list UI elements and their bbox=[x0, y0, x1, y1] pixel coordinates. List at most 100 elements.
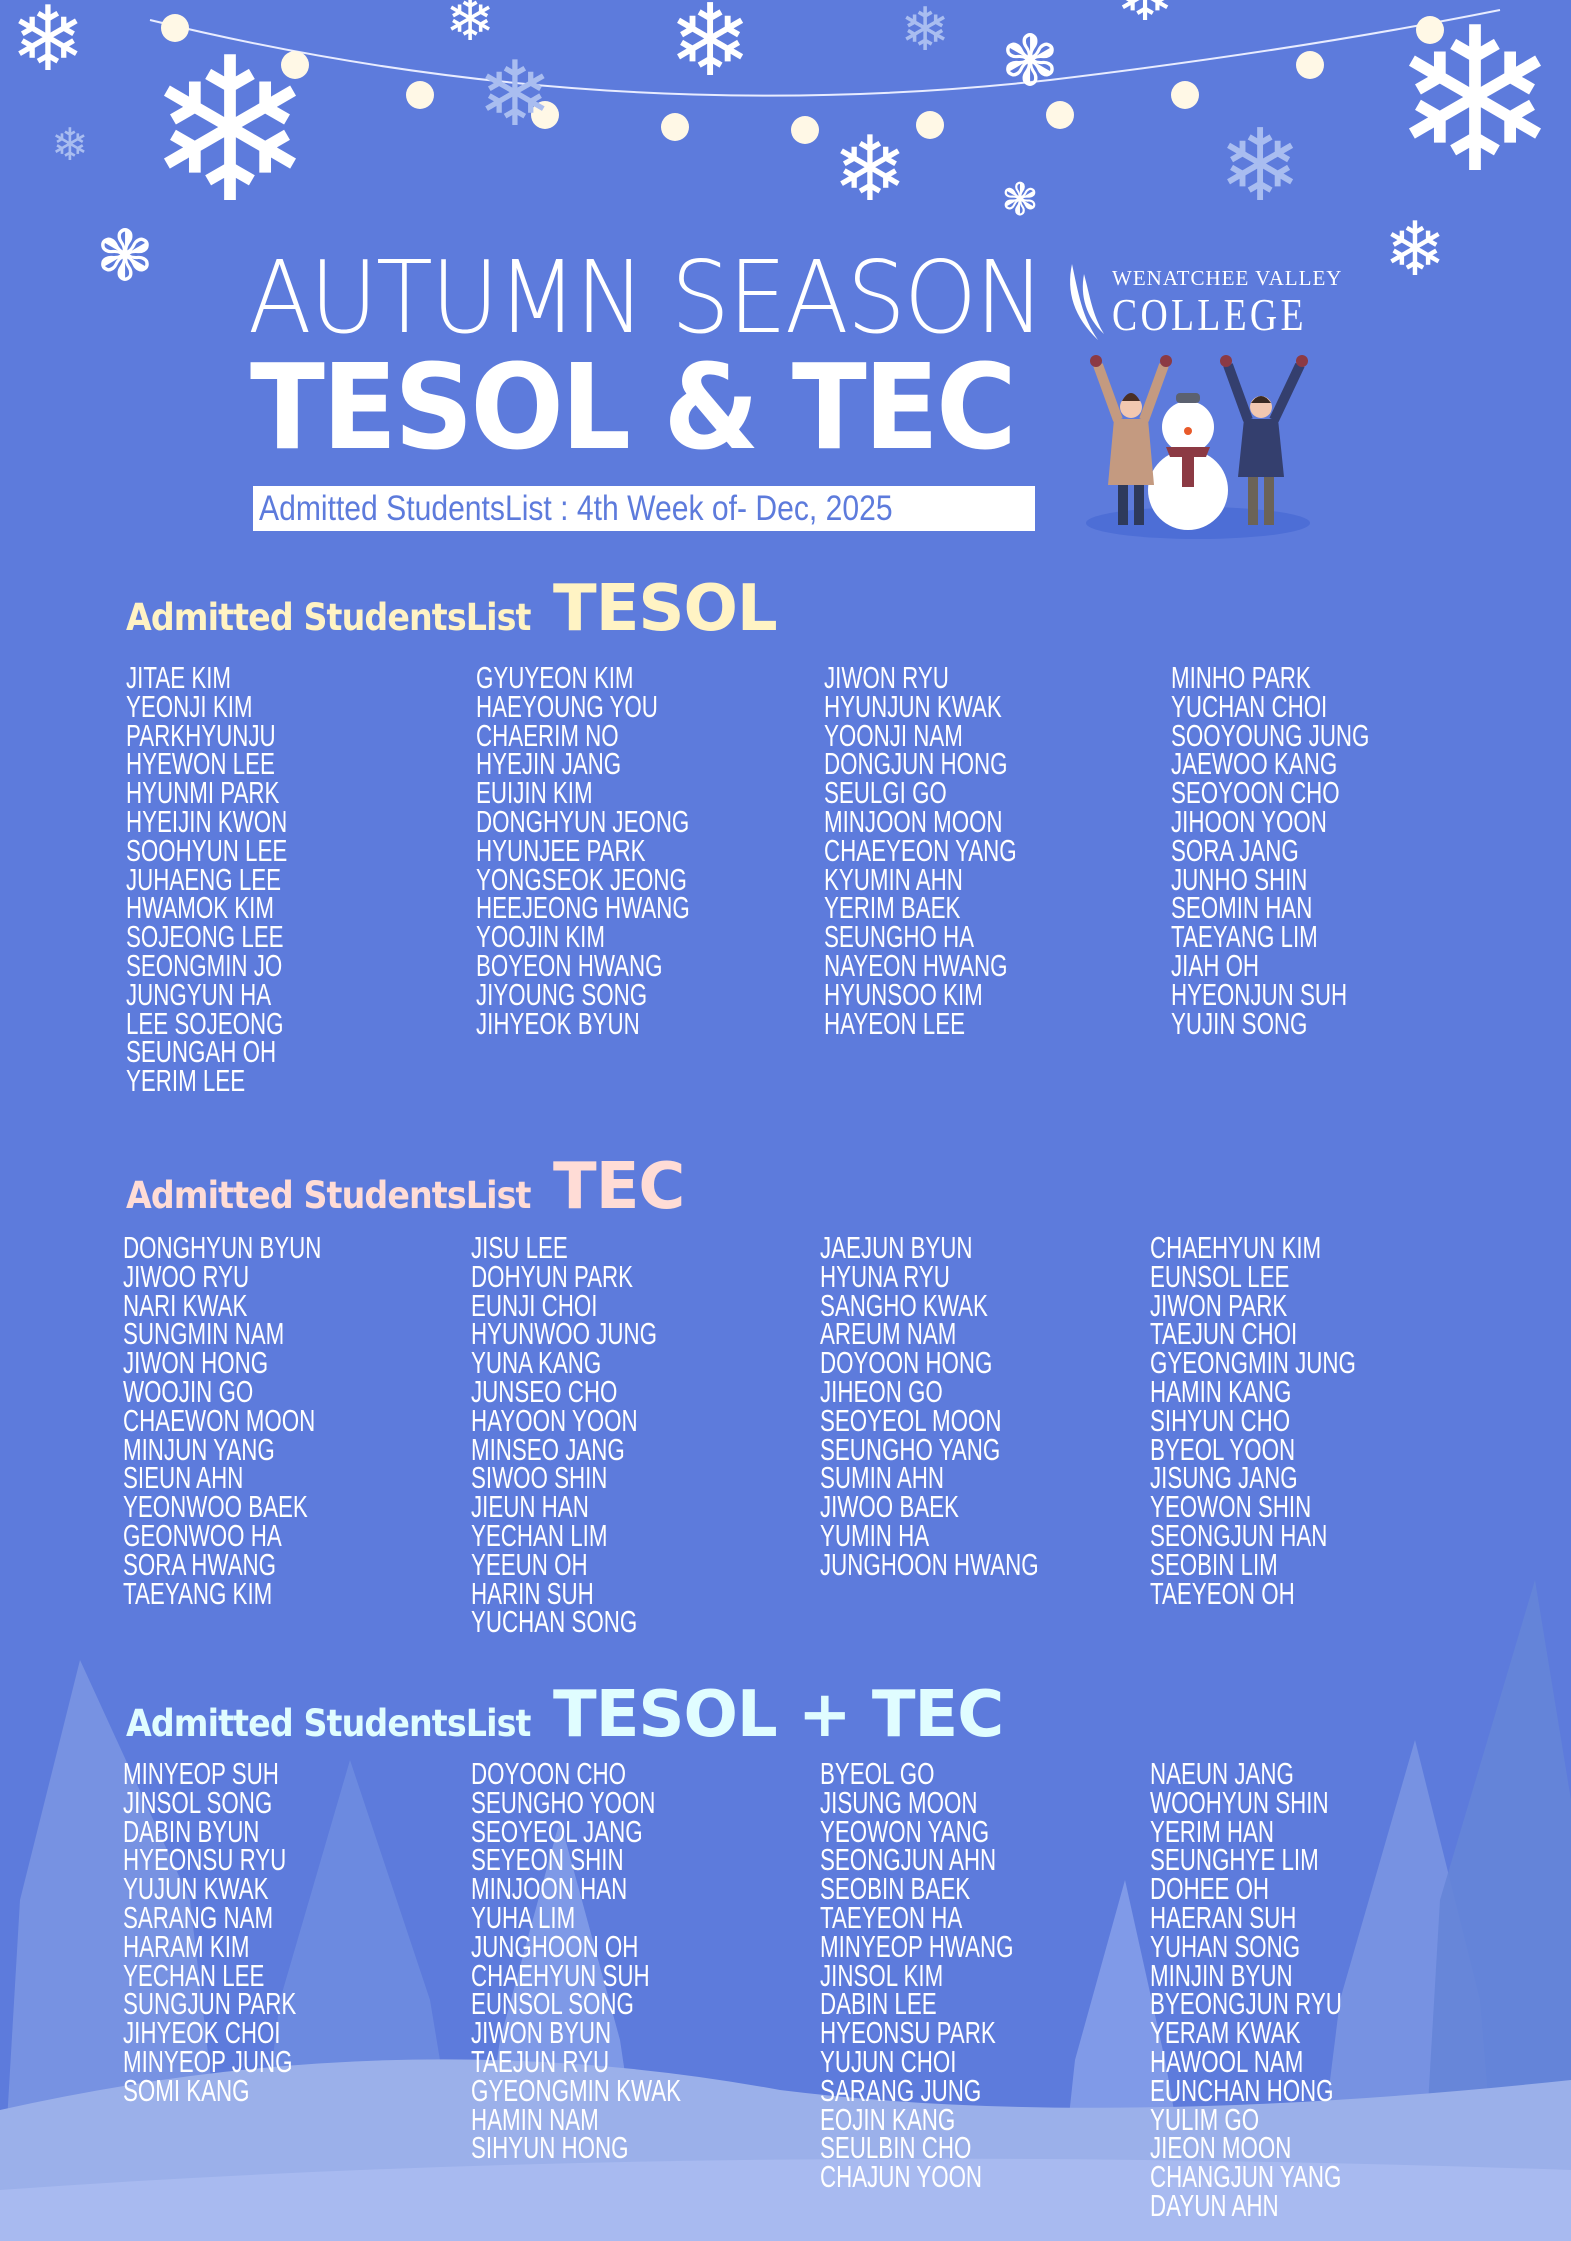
student-name: SEUNGHO HA bbox=[824, 919, 975, 955]
student-name: YECHAN LIM bbox=[471, 1517, 608, 1553]
student-name: YEOWON YANG bbox=[820, 1813, 990, 1849]
student-name: DOHYUN PARK bbox=[471, 1258, 634, 1294]
student-name: SARANG NAM bbox=[123, 1899, 274, 1935]
student-name: SOMI KANG bbox=[123, 2072, 250, 2108]
student-name: DONGHYUN BYUN bbox=[123, 1230, 322, 1265]
section-label: Admitted StudentsList bbox=[126, 1174, 531, 1217]
logo-flame-icon bbox=[1070, 264, 1104, 340]
student-name: SORA HWANG bbox=[123, 1546, 276, 1582]
student-name: JIWOO RYU bbox=[123, 1258, 250, 1294]
student-name: JIEUN HAN bbox=[471, 1489, 589, 1525]
student-name: JUNSEO CHO bbox=[471, 1373, 618, 1409]
student-column: NAEUN JANG WOOHYUN SHIN YERIM HAN SEUNGHYE … bbox=[1150, 1758, 1416, 2223]
student-name: CHAEHYUN SUH bbox=[471, 1957, 650, 1993]
section-label: Admitted StudentsList bbox=[126, 596, 531, 639]
student-column: CHAEHYUN KIM EUNSOL LEE JIWON PARK TAEJUN C… bbox=[1150, 1232, 1436, 1608]
light-string bbox=[149, 9, 1501, 97]
student-name: YUMIN HA bbox=[820, 1517, 930, 1553]
student-name: SEONGJUN HAN bbox=[1150, 1517, 1328, 1553]
student-name: JISUNG JANG bbox=[1150, 1460, 1298, 1496]
svg-text:❄: ❄ bbox=[445, 0, 495, 55]
student-name: MINHO PARK bbox=[1171, 660, 1311, 695]
string-lights bbox=[161, 14, 1444, 144]
student-name: MINSEO JANG bbox=[471, 1431, 625, 1467]
student-name: HYEONJUN SUH bbox=[1171, 976, 1348, 1012]
student-name: BOYEON HWANG bbox=[476, 947, 663, 983]
student-name: MINJOON HAN bbox=[471, 1871, 628, 1907]
student-name: YEONWOO BAEK bbox=[123, 1489, 308, 1525]
student-name: YUHA LIM bbox=[471, 1899, 576, 1935]
student-name: SIWOO SHIN bbox=[471, 1460, 608, 1496]
svg-text:❄: ❄ bbox=[668, 0, 752, 99]
student-column: BYEOL GO JISUNG MOON YEOWON YANG SEONGJUN A… bbox=[820, 1758, 1089, 2192]
student-name: TAEYANG LIM bbox=[1171, 919, 1318, 955]
student-name: HYEJIN JANG bbox=[476, 746, 622, 782]
program-title: TESOL & TEC bbox=[250, 338, 1017, 476]
student-name: SEULBIN CHO bbox=[820, 2130, 972, 2166]
student-name: GYEONGMIN KWAK bbox=[471, 2072, 681, 2108]
student-name: HAEYOUNG YOU bbox=[476, 688, 658, 724]
student-name: DABIN BYUN bbox=[123, 1813, 260, 1849]
student-name: CHAEWON MOON bbox=[123, 1402, 316, 1438]
student-name: HYUNMI PARK bbox=[126, 775, 280, 811]
student-name: YONGSEOK JEONG bbox=[476, 861, 687, 897]
section-heading-tesol: Admitted StudentsList TESOL bbox=[126, 572, 778, 646]
student-name: SIHYUN HONG bbox=[471, 2130, 629, 2166]
svg-text:❄: ❄ bbox=[10, 0, 85, 92]
student-name: YULIM GO bbox=[1150, 2101, 1260, 2137]
student-name: SARANG JUNG bbox=[820, 2072, 982, 2108]
student-name: YOOJIN KIM bbox=[476, 919, 605, 955]
student-name: YUCHAN CHOI bbox=[1171, 688, 1328, 724]
student-name: SEOBIN LIM bbox=[1150, 1546, 1278, 1582]
student-name: HAYOON YOON bbox=[471, 1402, 638, 1438]
svg-text:❄: ❄ bbox=[477, 42, 552, 147]
student-name: SEYEON SHIN bbox=[471, 1842, 624, 1878]
student-name: NARI KWAK bbox=[123, 1287, 248, 1323]
student-name: HYEWON LEE bbox=[126, 746, 275, 782]
student-name: SOOYOUNG JUNG bbox=[1171, 717, 1370, 753]
student-name: DAYUN AHN bbox=[1150, 2187, 1279, 2223]
student-name: JIHYEOK CHOI bbox=[123, 2015, 281, 2051]
student-name: YUCHAN SONG bbox=[471, 1604, 638, 1640]
student-name: HAMIN KANG bbox=[1150, 1373, 1292, 1409]
svg-text:❄: ❄ bbox=[1384, 205, 1447, 293]
student-name: SEOMIN HAN bbox=[1171, 890, 1313, 926]
student-name: JAEJUN BYUN bbox=[820, 1230, 973, 1265]
student-name: AREUM NAM bbox=[820, 1316, 957, 1352]
student-name: YOONJI NAM bbox=[824, 717, 963, 753]
student-name: MINJIN BYUN bbox=[1150, 1957, 1293, 1993]
student-name: SEUNGAH OH bbox=[126, 1034, 277, 1070]
student-name: JUHAENG LEE bbox=[126, 861, 282, 897]
student-name: JIEON MOON bbox=[1150, 2130, 1292, 2166]
svg-text:❄: ❄ bbox=[1391, 0, 1559, 218]
student-name: YUJUN CHOI bbox=[820, 2043, 957, 2079]
student-name: SOOHYUN LEE bbox=[126, 832, 288, 868]
section-program: TEC bbox=[553, 1150, 685, 1224]
student-name: SIHYUN CHO bbox=[1150, 1402, 1291, 1438]
student-name: HAERAN SUH bbox=[1150, 1899, 1297, 1935]
student-name: TAEJUN CHOI bbox=[1150, 1316, 1298, 1352]
student-name: EUNSOL LEE bbox=[1150, 1258, 1290, 1294]
student-name: EUIJIN KIM bbox=[476, 775, 593, 811]
student-name: HYUNSOO KIM bbox=[824, 976, 983, 1012]
student-name: TAEYANG KIM bbox=[123, 1575, 273, 1611]
student-name: PARKHYUNJU bbox=[126, 717, 276, 753]
student-name: SEONGMIN JO bbox=[126, 947, 283, 983]
student-name: SEONGJUN AHN bbox=[820, 1842, 997, 1878]
student-name: JINSOL SONG bbox=[123, 1784, 273, 1820]
student-name: JUNGHOON HWANG bbox=[820, 1546, 1039, 1582]
student-name: SEULGI GO bbox=[824, 775, 947, 811]
student-name: EUNSOL SONG bbox=[471, 1986, 634, 2022]
student-name: EUNJI CHOI bbox=[471, 1287, 598, 1323]
svg-text:❃: ❃ bbox=[1001, 20, 1060, 102]
student-name: JUNHO SHIN bbox=[1171, 861, 1308, 897]
student-name: SEOYEOL JANG bbox=[471, 1813, 643, 1849]
student-name: HYUNA RYU bbox=[820, 1258, 950, 1294]
student-name: JIYOUNG SONG bbox=[476, 976, 648, 1012]
student-name: HAMIN NAM bbox=[471, 2101, 599, 2137]
student-name: KYUMIN AHN bbox=[824, 861, 963, 897]
student-name: SEUNGHYE LIM bbox=[1150, 1842, 1319, 1878]
student-name: HAWOOL NAM bbox=[1150, 2043, 1304, 2079]
student-name: YUJIN SONG bbox=[1171, 1005, 1308, 1041]
student-name: SUNGMIN NAM bbox=[123, 1316, 285, 1352]
